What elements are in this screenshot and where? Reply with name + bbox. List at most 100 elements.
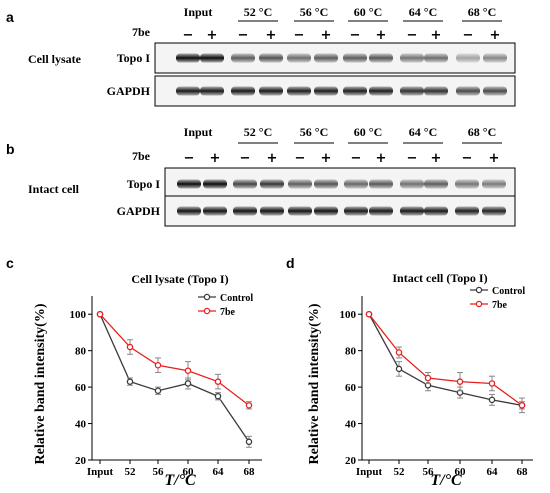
data-point bbox=[518, 402, 526, 409]
lane-sign: + bbox=[321, 28, 332, 43]
lane-sign: − bbox=[463, 28, 474, 43]
y-tick-label: 100 bbox=[340, 309, 357, 321]
legend-marker bbox=[203, 307, 211, 315]
topo-band bbox=[483, 53, 507, 63]
gapdh-band bbox=[456, 86, 480, 96]
data-point bbox=[126, 343, 134, 351]
data-point bbox=[488, 396, 496, 404]
data-point bbox=[126, 378, 134, 385]
gapdh-band bbox=[200, 86, 224, 96]
lane-sign: − bbox=[462, 151, 473, 166]
data-point bbox=[395, 365, 403, 373]
topo-band bbox=[344, 179, 368, 189]
y-tick-label: 40 bbox=[75, 419, 87, 431]
lane-sign: + bbox=[431, 151, 442, 166]
gapdh-band bbox=[483, 86, 507, 96]
panel-letter: c bbox=[6, 255, 14, 271]
blot-header-2: 56 °C bbox=[300, 5, 328, 19]
lane-sign: − bbox=[295, 151, 306, 166]
lane-sign: + bbox=[489, 151, 500, 166]
topo-band bbox=[424, 53, 448, 63]
gapdh-band bbox=[288, 206, 312, 216]
y-tick-label: 60 bbox=[75, 382, 87, 394]
lane-sign: − bbox=[183, 28, 194, 43]
lane-sign: − bbox=[350, 28, 361, 43]
x-axis-label: T/°C bbox=[430, 472, 462, 489]
legend-label: Control bbox=[492, 286, 525, 297]
blot-panel-a: a Cell lysate Input 52 °C 56 °C 60 °C 64 °C 68 … bbox=[6, 5, 516, 107]
gapdh-band bbox=[314, 206, 338, 216]
topo-band bbox=[455, 179, 479, 189]
data-point bbox=[214, 378, 222, 385]
gapdh-band bbox=[176, 86, 200, 96]
x-tick-label: 60 bbox=[183, 466, 195, 478]
x-tick-label: 56 bbox=[153, 466, 165, 478]
band-label: Topo I bbox=[127, 177, 161, 191]
legend-marker bbox=[475, 300, 483, 308]
gapdh-band bbox=[455, 206, 479, 216]
topo-band bbox=[424, 179, 448, 189]
topo-band bbox=[287, 53, 311, 63]
topo-band bbox=[369, 53, 393, 63]
lane-sign: + bbox=[207, 28, 218, 43]
gapdh-band bbox=[369, 86, 393, 96]
blot-header-5: 68 °C bbox=[468, 125, 496, 139]
x-tick-label: 64 bbox=[487, 466, 499, 478]
data-point bbox=[395, 349, 403, 356]
x-tick-label: 52 bbox=[125, 466, 137, 478]
legend-label: 7be bbox=[220, 307, 236, 318]
data-point bbox=[424, 374, 432, 382]
data-point bbox=[245, 438, 253, 446]
gapdh-band bbox=[287, 86, 311, 96]
data-point bbox=[245, 402, 253, 409]
blot-header-3: 60 °C bbox=[354, 125, 382, 139]
legend-label: 7be bbox=[492, 300, 508, 311]
gapdh-band bbox=[424, 86, 448, 96]
gapdh-band bbox=[343, 86, 367, 96]
lane-sign: − bbox=[184, 151, 195, 166]
lane-sign: + bbox=[490, 28, 501, 43]
lane-sign: − bbox=[294, 28, 305, 43]
treatment-label: 7be bbox=[132, 25, 151, 39]
lane-sign: + bbox=[376, 151, 387, 166]
blot-header-0: Input bbox=[184, 5, 213, 19]
gapdh-band bbox=[400, 86, 424, 96]
data-point bbox=[456, 378, 464, 385]
y-tick-label: 80 bbox=[345, 346, 357, 358]
topo-band bbox=[177, 179, 201, 189]
data-point bbox=[154, 387, 162, 395]
y-tick-label: 40 bbox=[345, 419, 357, 431]
series-line bbox=[368, 313, 523, 406]
lane-sign: + bbox=[267, 151, 278, 166]
legend-marker bbox=[203, 293, 211, 301]
lane-sign: + bbox=[431, 28, 442, 43]
blot-row-label: Cell lysate bbox=[28, 52, 82, 66]
data-point bbox=[184, 380, 192, 387]
y-tick-label: 20 bbox=[75, 455, 87, 467]
gapdh-band bbox=[424, 206, 448, 216]
topo-band bbox=[456, 53, 480, 63]
topo-band bbox=[400, 179, 424, 189]
blot-header-3: 60 °C bbox=[354, 5, 382, 19]
band-label: GAPDH bbox=[107, 84, 151, 98]
data-point bbox=[154, 361, 162, 369]
topo-band bbox=[233, 179, 257, 189]
gapdh-band bbox=[344, 206, 368, 216]
topo-band bbox=[231, 53, 255, 63]
data-point bbox=[184, 367, 192, 374]
data-point bbox=[365, 310, 373, 318]
x-tick-label: 68 bbox=[517, 466, 529, 478]
gapdh-band bbox=[400, 206, 424, 216]
gapdh-band bbox=[231, 86, 255, 96]
panel-letter: d bbox=[286, 255, 295, 271]
legend-marker bbox=[475, 286, 483, 294]
gapdh-band bbox=[314, 86, 338, 96]
gapdh-band bbox=[177, 206, 201, 216]
blot-header-1: 52 °C bbox=[244, 125, 272, 139]
topo-band bbox=[400, 53, 424, 63]
topo-band bbox=[314, 53, 338, 63]
chart-title: Intact cell (Topo I) bbox=[392, 271, 487, 285]
series-line bbox=[99, 313, 250, 406]
x-tick-label: Input bbox=[356, 466, 383, 478]
